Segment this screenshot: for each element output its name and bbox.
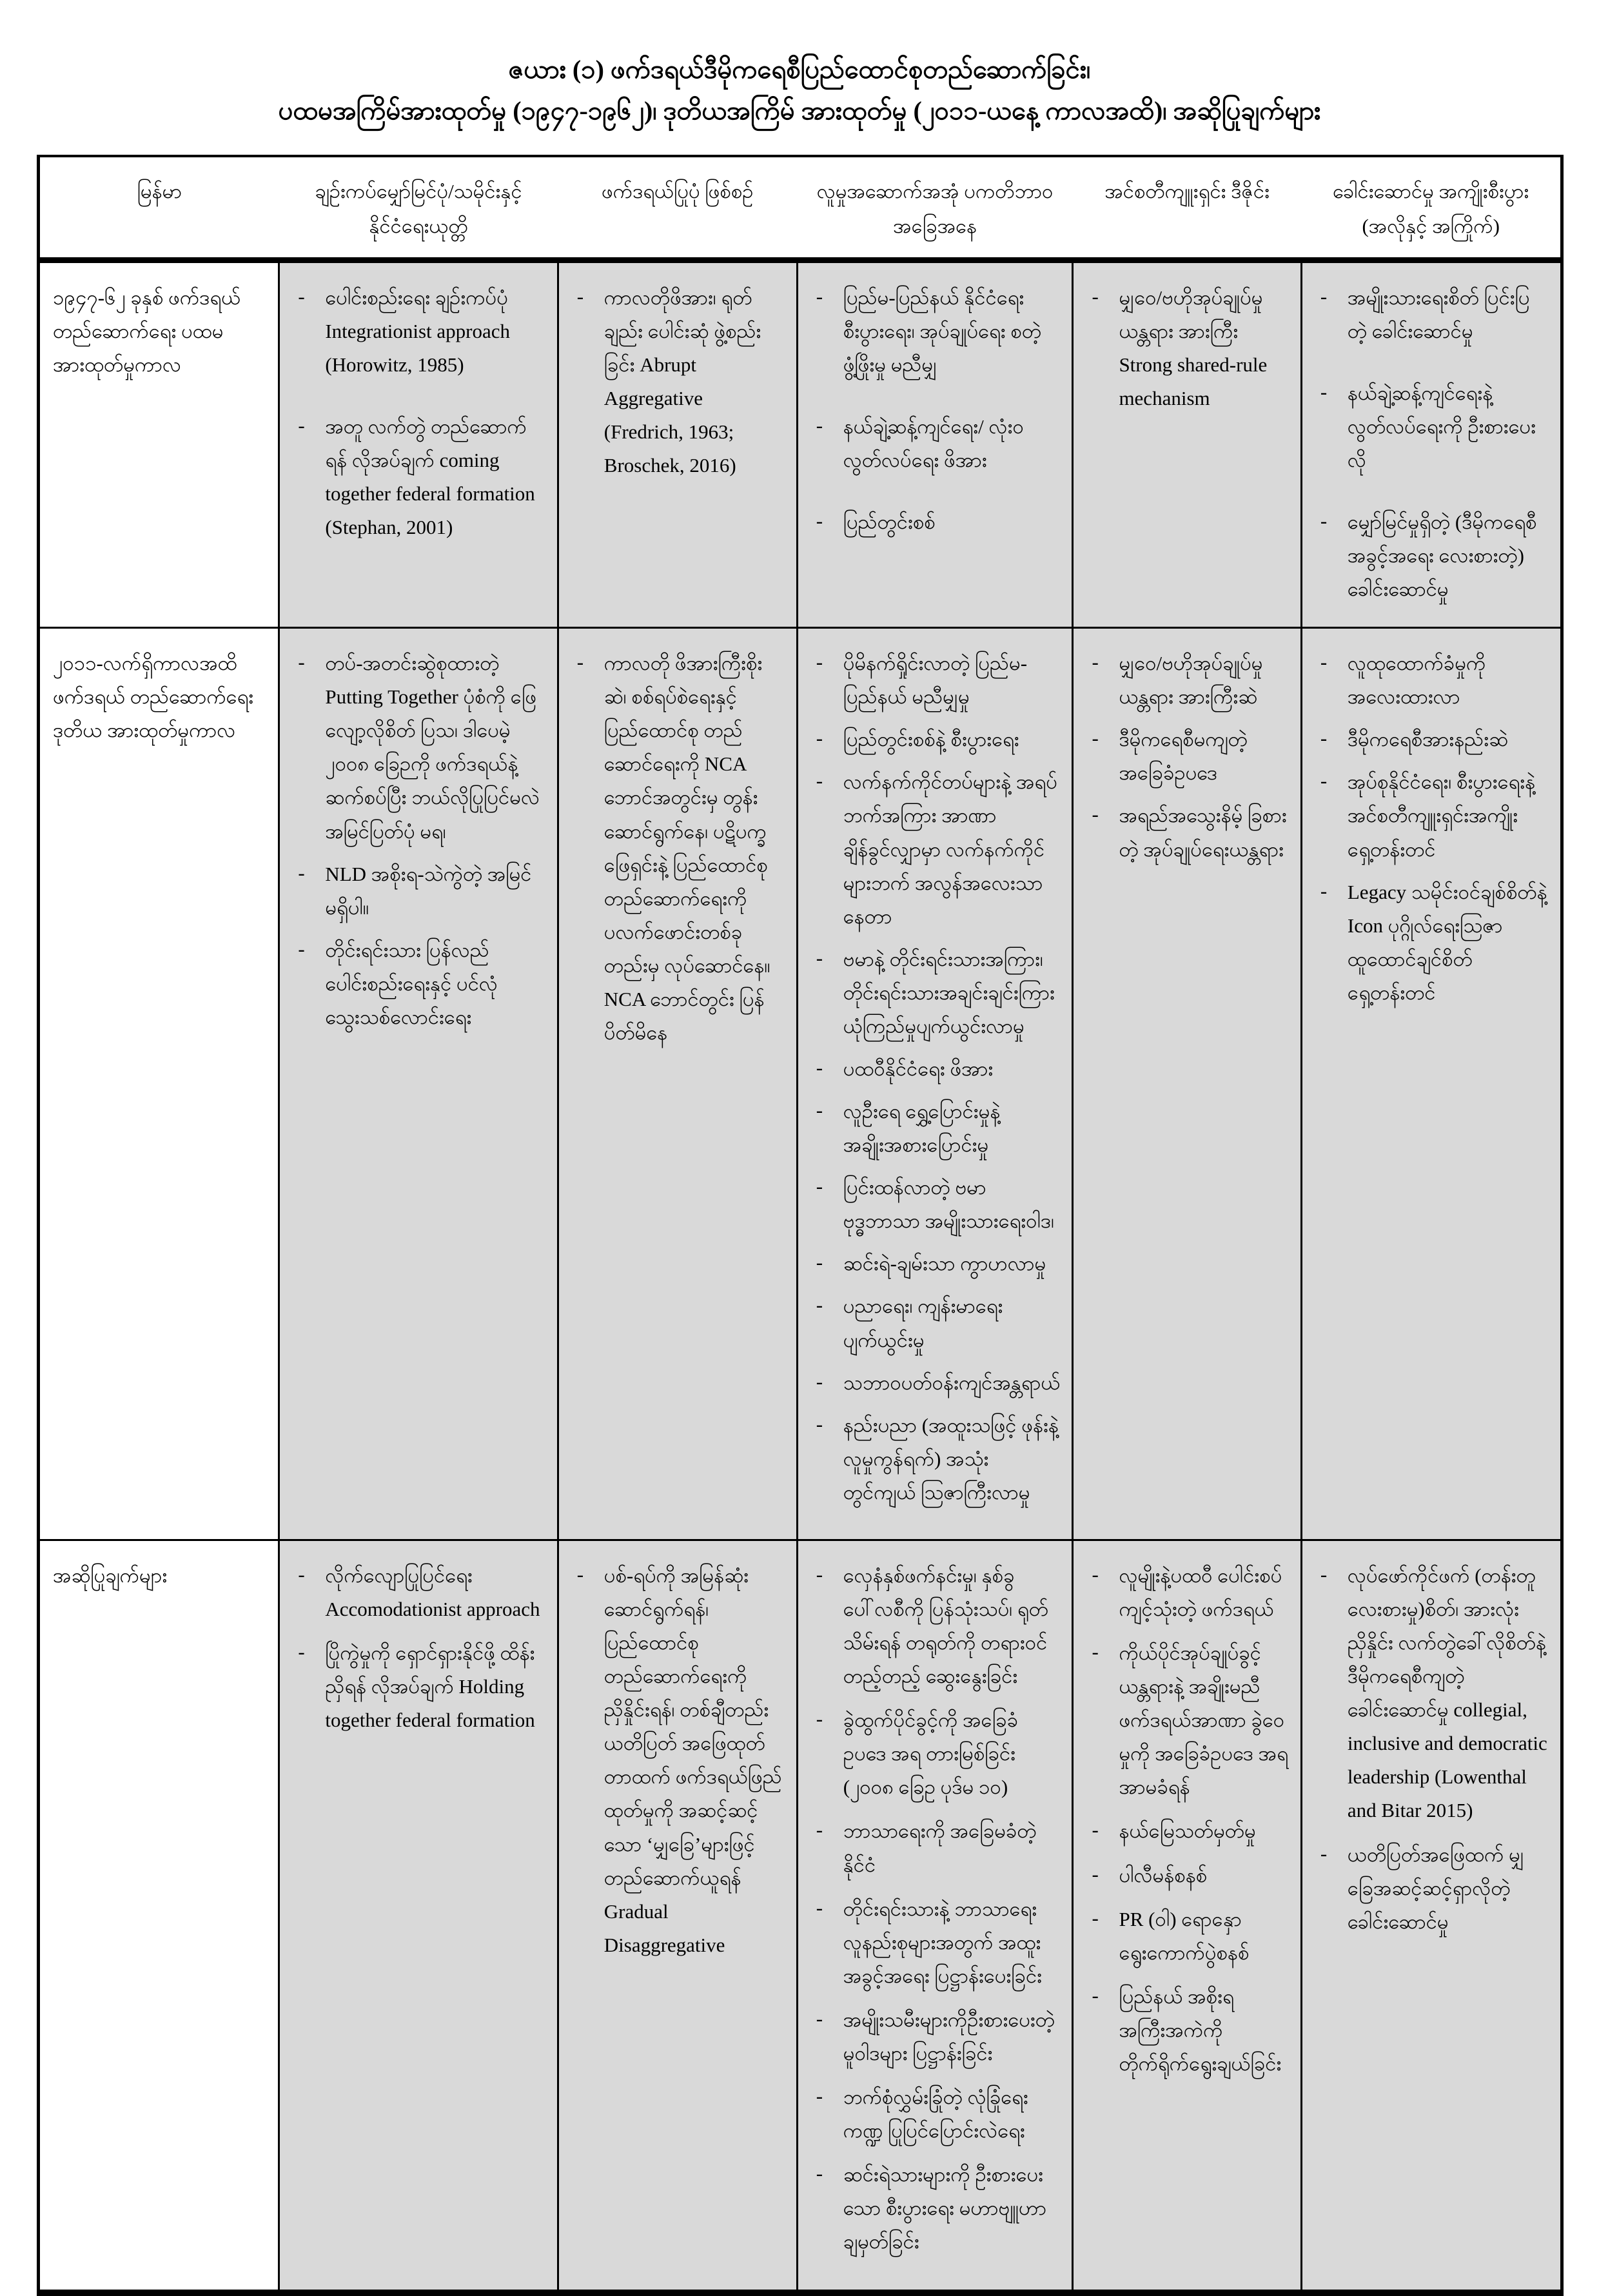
bullet-item: ကာလတို ဖိအားကြီးစိုးဆဲ၊ စစ်ရပ်စဲရေးနှင့်… [568, 645, 785, 1050]
bullet-item: လုပ်ဖော်ကိုင်ဖက် (တန်းတူလေးစားမှု)စိတ်၊ … [1311, 1558, 1549, 1828]
bullet-item: နယ်မြေသတ်မှတ်မှု [1083, 1813, 1288, 1848]
data-cell: တပ်-အတင်းဆွဲစုထားတဲ့ Putting Together ပု… [278, 627, 559, 1541]
data-cell: လုပ်ဖော်ကိုင်ဖက် (တန်းတူလေးစားမှု)စိတ်၊ … [1300, 1538, 1564, 2294]
bullet-item: ပြည်နယ် အစိုးရ အကြီးအကဲကို တိုက်ရိုက်ရွေ… [1083, 1979, 1288, 2081]
bullet-item: ပစ်-ရပ်ကို အမြန်ဆုံး ဆောင်ရွက်ရန်၊ ပြည်ထ… [568, 1558, 785, 1962]
bullet-item: ပြည်တွင်းစစ်နဲ့ စီးပွားရေး [807, 721, 1061, 756]
bullet-item: ပေါင်းစည်းရေး ချဉ်းကပ်ပုံ Integrationist… [289, 279, 545, 382]
column-header-4: အင်စတီကျူးရှင်း ဒီဇိုင်း [1072, 156, 1302, 263]
bullet-item: တပ်-အတင်းဆွဲစုထားတဲ့ Putting Together ပု… [289, 645, 545, 848]
table-row: ၁၉၄၇-၆၂ ခုနှစ် ဖက်ဒရယ်တည်ဆောက်ရေး ပထမအား… [37, 259, 1564, 629]
bullet-item: ကာလတိုဖိအား၊ ရုတ်ချည်း ပေါင်းဆုံ ဖွဲ့စည်… [568, 279, 785, 482]
bullet-item: အရည်အသွေးနိမ့် ခြစားတဲ့ အုပ်ချုပ်ရေးယန္တ… [1083, 798, 1288, 866]
page-title-line2: ပထမအကြိမ်အားထုတ်မှု (၁၉၄၇-၁၉၆၂)၊ ဒုတိယအက… [278, 96, 1321, 125]
bullet-item: ပြိုကွဲမှုကို ရှောင်ရှားနိုင်ဖို့ ထိန်းည… [289, 1635, 545, 1737]
bullet-item: တိုင်းရင်းသားနဲ့ ဘာသာရေး လူနည်းစုများအတွ… [807, 1891, 1061, 1993]
data-cell: မျှဝေ/ဗဟိုအုပ်ချုပ်မှု ယန္တရား အားကြီးဆဲ… [1072, 627, 1302, 1541]
bullet-item: ဘာသာရေးကို အခြေမခံတဲ့ နိုင်ငံ [807, 1813, 1061, 1881]
bullet-item: တိုင်းရင်းသား ပြန်လည်ပေါင်းစည်းရေးနှင့် … [289, 932, 545, 1034]
data-cell: ကာလတိုဖိအား၊ ရုတ်ချည်း ပေါင်းဆုံ ဖွဲ့စည်… [556, 259, 798, 629]
bullet-item: လူဦးရေ ရွှေ့ပြောင်းမှုနဲ့ အချိုးအစားပြော… [807, 1094, 1061, 1162]
data-cell: ပေါင်းစည်းရေး ချဉ်းကပ်ပုံ Integrationist… [278, 259, 559, 629]
bullet-item: ပညာရေး၊ ကျန်းမာရေး ပျက်ယွင်းမှု [807, 1288, 1061, 1357]
row-label-cell: ၂၀၁၁-လက်ရှိကာလအထိ ဖက်ဒရယ် တည်ဆောက်ရေး ဒု… [37, 627, 280, 1541]
row-label-cell: ၁၉၄၇-၆၂ ခုနှစ် ဖက်ဒရယ်တည်ဆောက်ရေး ပထမအား… [37, 259, 280, 629]
bullet-item: လက်နက်ကိုင်တပ်များနဲ့ အရပ်ဘက်အကြား အာဏာခ… [807, 764, 1061, 933]
bullet-item: လူမျိုးနဲ့ပထဝီ ပေါင်းစပ် ကျင့်သုံးတဲ့ ဖက… [1083, 1558, 1288, 1626]
bullet-item: ပြင်းထန်လာတဲ့ ဗမာဗုဒ္ဓဘာသာ အမျိုးသားရေးဝ… [807, 1170, 1061, 1238]
bullet-item: မျှဝေ/ဗဟိုအုပ်ချုပ်မှု ယန္တရား အားကြီးဆဲ [1083, 645, 1288, 714]
data-cell: လိုက်လျောပြုပြင်ရေး Accomodationist appr… [278, 1538, 559, 2294]
page-title: ဇယား (၁) ဖက်ဒရယ်ဒီမိုကရေစီပြည်ထောင်စုတည်… [0, 49, 1599, 132]
data-cell: လှေနံနှစ်ဖက်နင်းမှု၊ နှစ်ခွ ပေါ်လစီကို ပ… [796, 1538, 1074, 2294]
data-cell: အမျိုးသားရေးစိတ် ပြင်းပြတဲ့ ခေါင်းဆောင်မ… [1300, 259, 1564, 629]
bullet-item: ကိုယ်ပိုင်အုပ်ချုပ်ခွင့် ယန္တရားနဲ့ အချိ… [1083, 1635, 1288, 1804]
bullet-item: သဘာဝပတ်ဝန်းကျင်အန္တရာယ် [807, 1365, 1061, 1400]
column-header-1: ချဉ်းကပ်မျှော်မြင်ပုံ/သမိုင်းနှင့် နိုင်… [279, 156, 558, 263]
row-label-cell: အဆိုပြုချက်များ [37, 1538, 280, 2294]
bullet-item: ယတိပြတ်အဖြေထက် မျှခြေအဆင့်ဆင့်ရှာလိုတဲ့ … [1311, 1837, 1549, 1939]
bullet-item: NLD အစိုးရ-သဲကွဲတဲ့ အမြင် မရှိပါ။ [289, 856, 545, 925]
data-cell: လူထုထောက်ခံမှုကို အလေးထားလာဒီမိုကရေစီအား… [1300, 627, 1564, 1541]
bullet-item: အုပ်စုနိုင်ငံရေး၊ စီးပွားရေးနဲ့ အင်စတီကျ… [1311, 764, 1549, 866]
bullet-item: မျှဝေ/ဗဟိုအုပ်ချုပ်မှု ယန္တရား အားကြီး S… [1083, 279, 1288, 415]
table-row: အဆိုပြုချက်များလိုက်လျောပြုပြင်ရေး Accom… [37, 1538, 1564, 2294]
comparison-table-wrapper: မြန်မာ ချဉ်းကပ်မျှော်မြင်ပုံ/သမိုင်းနှင့်… [37, 155, 1564, 2296]
bullet-item: လှေနံနှစ်ဖက်နင်းမှု၊ နှစ်ခွ ပေါ်လစီကို ပ… [807, 1558, 1061, 1693]
data-cell: ကာလတို ဖိအားကြီးစိုးဆဲ၊ စစ်ရပ်စဲရေးနှင့်… [556, 627, 798, 1541]
bullet-item: နယ်ချဲ့ဆန့်ကျင်ရေးနဲ့ လွတ်လပ်ရေးကို ဦးစာ… [1311, 375, 1549, 477]
bullet-item: လူထုထောက်ခံမှုကို အလေးထားလာ [1311, 645, 1549, 714]
bullet-item: ခွဲထွက်ပိုင်ခွင့်ကို အခြေခံဥပဒေ အရ တားမြ… [807, 1702, 1061, 1804]
bullet-item: ဒီမိုကရေစီအားနည်းဆဲ [1311, 721, 1549, 756]
data-cell: ပစ်-ရပ်ကို အမြန်ဆုံး ဆောင်ရွက်ရန်၊ ပြည်ထ… [556, 1538, 798, 2294]
data-cell: မျှဝေ/ဗဟိုအုပ်ချုပ်မှု ယန္တရား အားကြီး S… [1072, 259, 1302, 629]
bullet-item: ဒီမိုကရေစီမကျတဲ့ အခြေခံဥပဒေ [1083, 721, 1288, 790]
comparison-table: မြန်မာ ချဉ်းကပ်မျှော်မြင်ပုံ/သမိုင်းနှင့်… [37, 155, 1564, 2296]
bullet-item: Legacy သမိုင်းဝင်ချစ်စိတ်နဲ့ Icon ပုဂ္ဂိ… [1311, 874, 1549, 1010]
data-cell: ပြည်မ-ပြည်နယ် နိုင်ငံရေး စီးပွားရေး၊ အုပ… [796, 259, 1074, 629]
bullet-item: အတူ လက်တွဲ တည်ဆောက်ရန် လိုအပ်ချက် coming… [289, 409, 545, 544]
column-header-5: ခေါင်းဆောင်မှု အကျိုးစီးပွား (အလိုနှင့် … [1301, 156, 1562, 263]
bullet-item: ပထဝီနိုင်ငံရေး ဖိအား [807, 1051, 1061, 1086]
bullet-item: PR (ဝါ) ရောနှော ရွေးကောက်ပွဲစနစ် [1083, 1901, 1288, 1970]
bullet-item: ဆင်းရဲ-ချမ်းသာ ကွာဟလာမှု [807, 1246, 1061, 1280]
bullet-item: ဘက်စုံလွှမ်းခြုံတဲ့ လုံခြုံရေး ကဏ္ဍ ပြုပ… [807, 2079, 1061, 2148]
column-header-3: လူမှုအဆောက်အအုံ ပကတိဘာဝ အခြေအနေ [797, 156, 1073, 263]
page-title-line1: ဇယား (၁) ဖက်ဒရယ်ဒီမိုကရေစီပြည်ထောင်စုတည်… [508, 55, 1091, 84]
bullet-item: အမျိုးသမီးများကိုဦးစားပေးတဲ့ မူဝါဒများ ပ… [807, 2002, 1061, 2070]
bullet-item: နယ်ချဲ့ဆန့်ကျင်ရေး/ လုံးဝလွတ်လပ်ရေး ဖိအာ… [807, 409, 1061, 477]
bullet-item: ပြည်တွင်းစစ် [807, 504, 1061, 539]
table-row: ၂၀၁၁-လက်ရှိကာလအထိ ဖက်ဒရယ် တည်ဆောက်ရေး ဒု… [37, 627, 1564, 1541]
bullet-item: လိုက်လျောပြုပြင်ရေး Accomodationist appr… [289, 1558, 545, 1626]
data-cell: လူမျိုးနဲ့ပထဝီ ပေါင်းစပ် ကျင့်သုံးတဲ့ ဖက… [1072, 1538, 1302, 2294]
bullet-item: နည်းပညာ (အထူးသဖြင့် ဖုန်းနဲ့ လူမှုကွန်ရက… [807, 1408, 1061, 1509]
bullet-item: ပြည်မ-ပြည်နယ် နိုင်ငံရေး စီးပွားရေး၊ အုပ… [807, 279, 1061, 382]
bullet-item: အမျိုးသားရေးစိတ် ပြင်းပြတဲ့ ခေါင်းဆောင်မ… [1311, 279, 1549, 348]
bullet-item: မျှော်မြင်မှုရှိတဲ့ (ဒီမိုကရေစီ အခွင့်အရ… [1311, 504, 1549, 606]
bullet-item: ဆင်းရဲသားများကို ဦးစားပေးသော စီးပွားရေး … [807, 2157, 1061, 2259]
bullet-item: ပါလီမန်စနစ် [1083, 1858, 1288, 1892]
column-header-2: ဖက်ဒရယ်ပြုပုံ ဖြစ်စဉ် [558, 156, 798, 263]
bullet-item: ပိုမိနက်ရှိုင်းလာတဲ့ ပြည်မ-ပြည်နယ် မညီမျ… [807, 645, 1061, 714]
column-header-0: မြန်မာ [38, 156, 279, 263]
bullet-item: ဗမာနဲ့ တိုင်းရင်းသားအကြား၊ တိုင်းရင်းသား… [807, 941, 1061, 1043]
header-row: မြန်မာ ချဉ်းကပ်မျှော်မြင်ပုံ/သမိုင်းနှင့်… [38, 156, 1562, 263]
data-cell: ပိုမိနက်ရှိုင်းလာတဲ့ ပြည်မ-ပြည်နယ် မညီမျ… [796, 627, 1074, 1541]
